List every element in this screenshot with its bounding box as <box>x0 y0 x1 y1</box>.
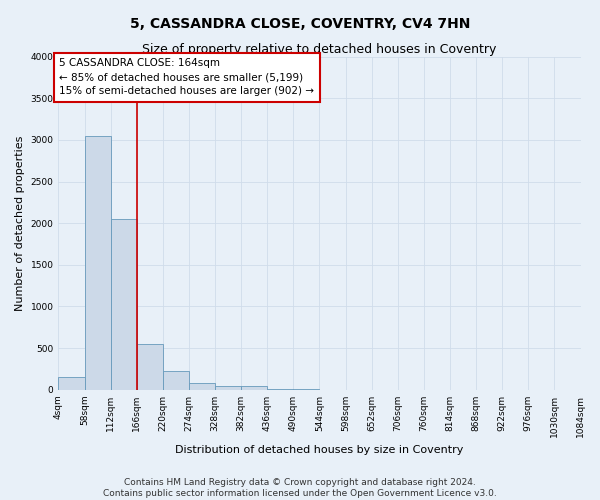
X-axis label: Distribution of detached houses by size in Coventry: Distribution of detached houses by size … <box>175 445 464 455</box>
Bar <box>137 344 163 390</box>
Y-axis label: Number of detached properties: Number of detached properties <box>15 136 25 311</box>
Bar <box>267 389 293 390</box>
Title: Size of property relative to detached houses in Coventry: Size of property relative to detached ho… <box>142 42 497 56</box>
Text: Contains HM Land Registry data © Crown copyright and database right 2024.
Contai: Contains HM Land Registry data © Crown c… <box>103 478 497 498</box>
Bar <box>85 136 110 390</box>
Bar <box>110 219 137 390</box>
Bar <box>215 386 241 390</box>
Bar <box>163 372 189 390</box>
Text: 5, CASSANDRA CLOSE, COVENTRY, CV4 7HN: 5, CASSANDRA CLOSE, COVENTRY, CV4 7HN <box>130 18 470 32</box>
Text: 5 CASSANDRA CLOSE: 164sqm
← 85% of detached houses are smaller (5,199)
15% of se: 5 CASSANDRA CLOSE: 164sqm ← 85% of detac… <box>59 58 314 96</box>
Bar <box>241 386 267 390</box>
Bar <box>58 377 85 390</box>
Bar <box>189 384 215 390</box>
